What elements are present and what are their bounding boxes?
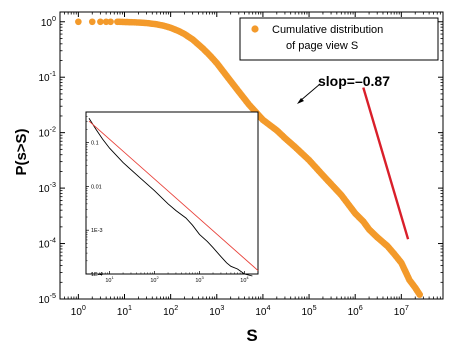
inset-y-tick-label: 0.01 — [91, 184, 102, 190]
slope-annotation: slop=–0.87 — [297, 73, 390, 104]
legend-label-line-2: of page view S — [286, 40, 358, 52]
inset-x-tick-label: 101 — [105, 275, 113, 284]
y-tick-label: 10-2 — [38, 125, 56, 140]
x-tick-label: 100 — [71, 303, 86, 318]
inset-x-tick-label: 102 — [150, 275, 158, 284]
x-axis-title: S — [246, 326, 257, 345]
y-tick-label: 10-3 — [38, 180, 56, 195]
main-axis-ticks: 100 101 102 103 104 105 106 107 100 10-1 10-2 10-3 1… — [38, 12, 444, 318]
x-tick-label: 105 — [301, 303, 316, 318]
data-point — [97, 18, 104, 26]
x-tick-label: 106 — [348, 303, 363, 318]
inset-x-tick-label: 104 — [240, 275, 249, 284]
slope-annotation-arrowhead — [297, 98, 304, 104]
legend-box — [239, 17, 439, 61]
inset-plot-frame — [85, 111, 259, 275]
data-point — [88, 18, 96, 26]
y-tick-label: 10-1 — [38, 69, 56, 84]
data-point — [75, 18, 82, 26]
legend-marker — [251, 25, 259, 33]
slope-annotation-label: slop=–0.87 — [318, 73, 390, 89]
slope-annotation-arrow — [299, 83, 321, 102]
data-point — [415, 289, 423, 297]
inset-series — [88, 117, 259, 277]
inset-plot: 101 102 103 104 0.1 0.01 1E-3 1E-4 — [85, 111, 259, 284]
x-tick-label: 107 — [394, 303, 409, 318]
inset-x-tick-label: 103 — [195, 275, 204, 284]
y-tick-label: 10-4 — [38, 236, 56, 251]
inset-y-tick-label: 0.1 — [91, 141, 99, 147]
inset-y-tick-label: 1E-3 — [91, 228, 103, 234]
x-tick-label: 101 — [117, 303, 132, 318]
main-series — [75, 18, 423, 298]
inset-axis-ticks: 101 102 103 104 0.1 0.01 1E-3 1E-4 — [85, 111, 259, 284]
y-tick-label: 100 — [41, 14, 56, 29]
inset-data-line — [88, 117, 253, 277]
x-tick-label: 103 — [209, 303, 224, 318]
inset-fit-line — [88, 120, 259, 271]
fit-line — [362, 87, 410, 240]
x-tick-label: 102 — [163, 303, 178, 318]
legend-label-line-1: Cumulative distribution — [272, 24, 383, 36]
x-tick-label: 104 — [255, 303, 270, 318]
y-tick-label: 10-5 — [38, 291, 56, 306]
legend: Cumulative distribution of page view S — [239, 17, 439, 61]
main-fit-line — [362, 87, 410, 240]
y-axis-title: P(s>S) — [13, 128, 30, 175]
data-point — [107, 18, 114, 26]
inset-y-tick-label: 1E-4 — [91, 272, 103, 278]
